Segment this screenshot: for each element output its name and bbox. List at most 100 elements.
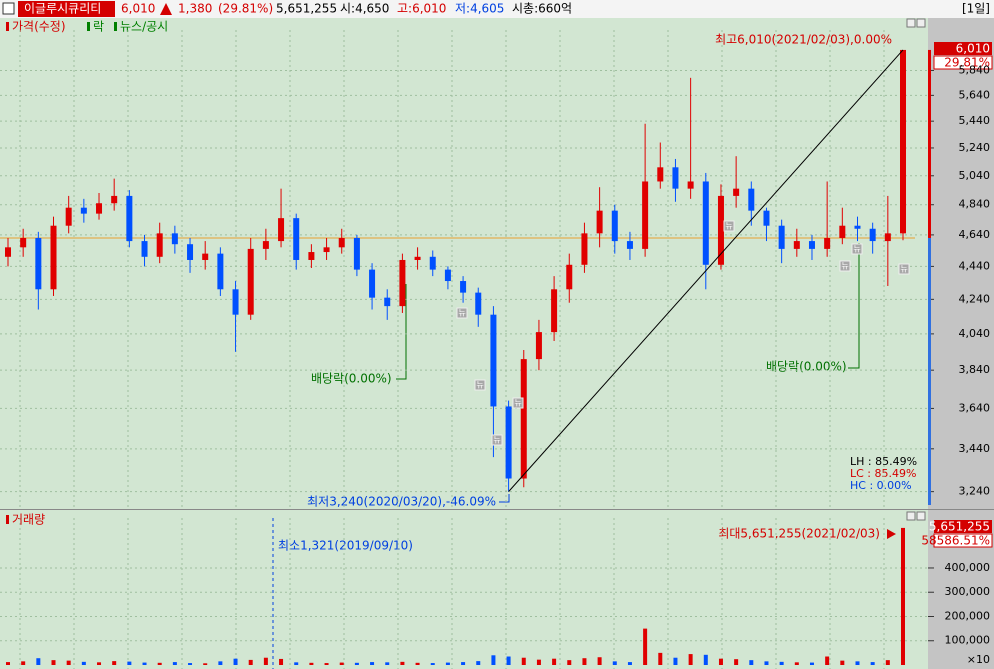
volume-bar bbox=[703, 654, 708, 665]
low-pointer bbox=[499, 494, 510, 503]
news-marker-box bbox=[512, 397, 524, 409]
y-tick-label: 4,240 bbox=[959, 292, 991, 305]
news-marker-box bbox=[456, 307, 468, 319]
volume-bar bbox=[233, 658, 238, 665]
candle-body bbox=[338, 237, 345, 248]
period[interactable]: [1일] bbox=[962, 2, 990, 16]
max-pct-tag bbox=[933, 533, 993, 548]
open: 시:4,650 bbox=[340, 2, 389, 16]
high-annotation: 최고6,010(2021/02/03),0.00% bbox=[715, 33, 892, 47]
candle-body bbox=[202, 253, 209, 260]
volume-bar bbox=[172, 662, 177, 665]
legend-swatch bbox=[6, 515, 9, 524]
panel-button[interactable] bbox=[916, 18, 926, 28]
checkbox[interactable] bbox=[2, 2, 15, 15]
volume-bar bbox=[324, 663, 329, 665]
candle-body bbox=[5, 247, 11, 257]
volume-bar bbox=[627, 662, 632, 665]
panel-button[interactable] bbox=[916, 511, 926, 521]
candle-body bbox=[596, 210, 603, 234]
volume-bar bbox=[734, 659, 739, 665]
news-marker: 뉴 bbox=[458, 309, 465, 318]
volume-bar bbox=[142, 662, 147, 665]
y-tick-label: 4,840 bbox=[959, 198, 991, 211]
y-tick-label: 3,840 bbox=[959, 363, 991, 376]
candle-body bbox=[672, 167, 679, 189]
news-marker-box bbox=[898, 263, 910, 275]
up-arrow bbox=[160, 3, 172, 15]
volume-bar bbox=[36, 658, 41, 665]
candle-body bbox=[733, 188, 740, 196]
volume-bar bbox=[370, 662, 375, 665]
candle-body bbox=[884, 233, 891, 242]
volume: 5,651,255 bbox=[276, 2, 337, 16]
volume-bar bbox=[127, 661, 132, 665]
ratio-hc: HC : 0.00% bbox=[850, 479, 912, 492]
legend-item: 뉴스/공시 bbox=[120, 20, 168, 34]
volume-bar bbox=[582, 658, 587, 665]
volume-bar bbox=[51, 660, 56, 665]
trend-line bbox=[508, 49, 904, 492]
candle-body bbox=[323, 247, 330, 253]
top-bar bbox=[0, 0, 994, 18]
candle-body bbox=[262, 241, 269, 249]
current-pct-label: 29.81% bbox=[944, 56, 990, 70]
volume-bar bbox=[855, 661, 860, 665]
candle-body bbox=[535, 332, 542, 360]
candle-body bbox=[717, 195, 724, 265]
candle-body bbox=[505, 406, 512, 479]
news-marker-box bbox=[723, 220, 735, 232]
y-tick-label: 3,240 bbox=[959, 485, 991, 498]
candle-body bbox=[808, 241, 815, 249]
volume-bar bbox=[81, 661, 86, 665]
volume-bar bbox=[430, 663, 435, 665]
volume-bar bbox=[901, 527, 905, 665]
volume-bar bbox=[461, 662, 466, 665]
volume-axis-unit: ×10 bbox=[967, 653, 990, 666]
candle-body bbox=[156, 233, 163, 257]
candle-body bbox=[278, 218, 285, 242]
volume-bar bbox=[612, 661, 617, 665]
candle-body bbox=[429, 256, 436, 270]
candle-body bbox=[293, 218, 300, 260]
panel-button[interactable] bbox=[906, 18, 916, 28]
volume-bar bbox=[885, 660, 890, 665]
dividend-annotation: 배당락(0.00%) bbox=[311, 372, 392, 386]
legend-swatch bbox=[114, 22, 117, 31]
ratio-box bbox=[846, 453, 920, 493]
volume-bar bbox=[400, 661, 405, 665]
volume-bar bbox=[779, 661, 784, 665]
volume-bar bbox=[521, 657, 526, 665]
candle-body bbox=[520, 359, 527, 479]
candle-body bbox=[96, 203, 103, 214]
volume-bar bbox=[491, 655, 496, 665]
candle-body bbox=[141, 241, 148, 257]
max-volume-annotation: 최대5,651,255(2021/02/03) bbox=[718, 527, 880, 541]
candle-body bbox=[187, 244, 194, 260]
candle-body bbox=[171, 233, 178, 245]
volume-bar bbox=[809, 662, 814, 665]
stock-name: 이글루시큐리티 bbox=[24, 2, 101, 16]
y-tick-label: 4,640 bbox=[959, 228, 991, 241]
volume-bar bbox=[309, 662, 314, 665]
price-panel bbox=[0, 18, 928, 509]
candle-body bbox=[626, 241, 633, 249]
high: 고:6,010 bbox=[397, 2, 446, 16]
volume-bar bbox=[749, 660, 754, 665]
axis-strip-up bbox=[928, 49, 931, 238]
change: 1,380 bbox=[178, 2, 212, 16]
candle-body bbox=[308, 252, 315, 260]
panel-button[interactable] bbox=[906, 511, 916, 521]
volume-bar bbox=[203, 663, 208, 665]
volume-bar bbox=[188, 663, 193, 665]
y-tick-label: 5,640 bbox=[959, 88, 991, 101]
y-tick-label: 300,000 bbox=[945, 585, 991, 598]
candle-body bbox=[869, 228, 876, 242]
news-marker: 뉴 bbox=[900, 265, 907, 274]
candle-body bbox=[551, 289, 558, 333]
news-marker: 뉴 bbox=[476, 381, 483, 390]
candle-body bbox=[126, 195, 133, 242]
candle-body bbox=[657, 167, 664, 182]
volume-bar bbox=[552, 658, 557, 665]
volume-bar bbox=[688, 654, 693, 665]
